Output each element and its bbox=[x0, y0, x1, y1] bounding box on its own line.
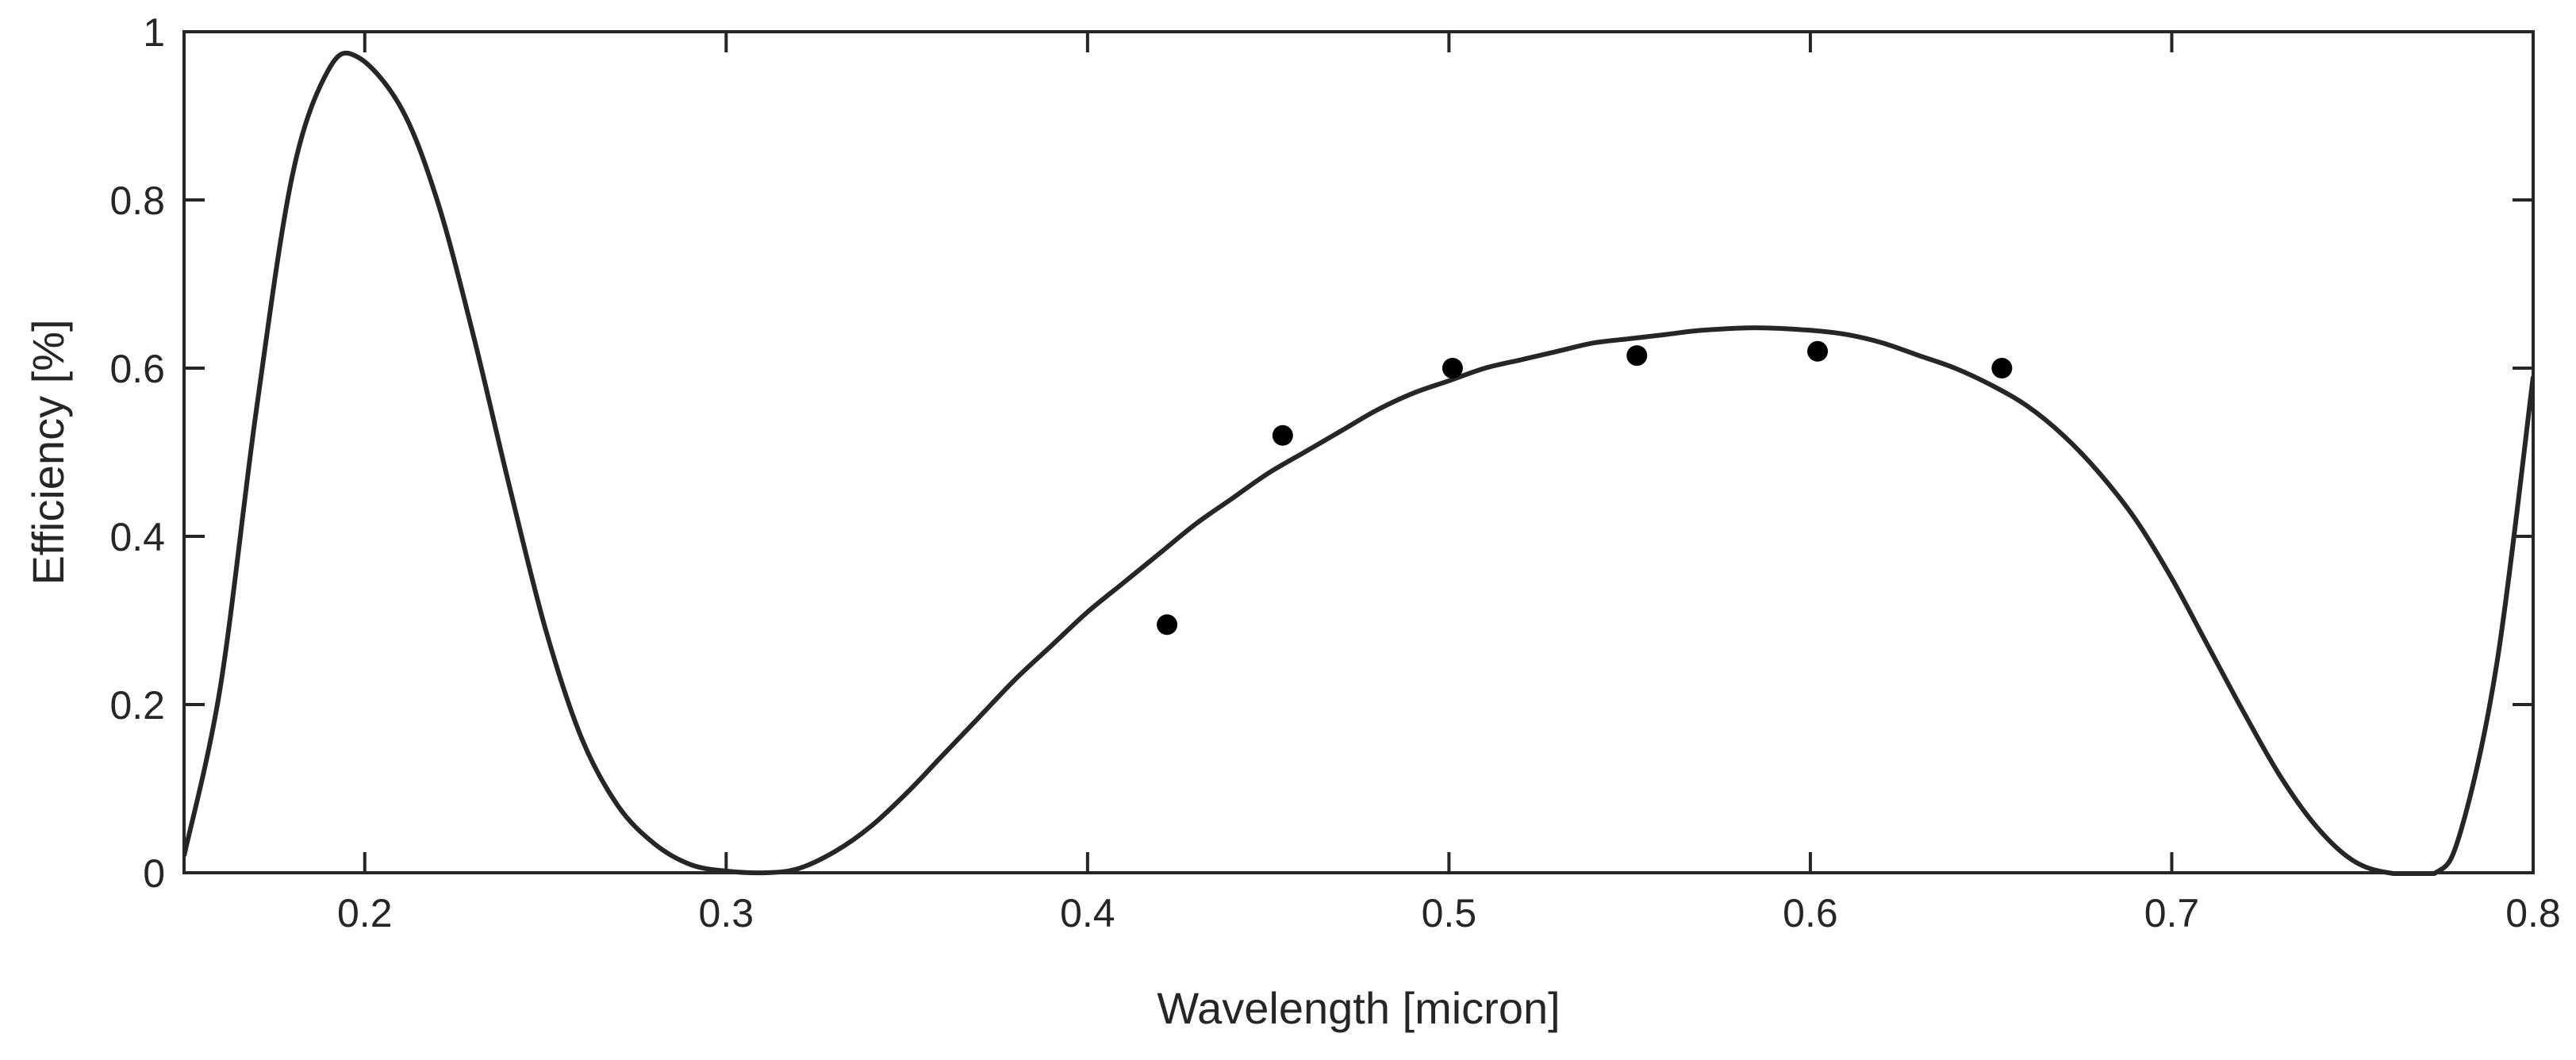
data-point bbox=[1442, 358, 1463, 378]
y-tick-label: 0.4 bbox=[109, 515, 165, 559]
y-tick-label: 0.8 bbox=[109, 179, 165, 223]
y-tick-label: 0 bbox=[143, 851, 165, 896]
x-tick-label: 0.7 bbox=[2144, 891, 2200, 935]
x-tick-label: 0.2 bbox=[337, 891, 393, 935]
y-tick-label: 1 bbox=[143, 10, 165, 55]
x-tick-label: 0.4 bbox=[1060, 891, 1115, 935]
y-axis-label: Efficiency [%] bbox=[23, 319, 73, 585]
x-tick-label: 0.5 bbox=[1422, 891, 1477, 935]
axes: 0.2 0.3 0.4 0.5 0.6 0.7 0.8 0 0.2 0.4 0.6 0.8 1 bbox=[109, 10, 2560, 935]
data-point bbox=[1626, 345, 1648, 367]
y-tick-label: 0.2 bbox=[109, 683, 165, 728]
data-point bbox=[1157, 614, 1178, 636]
data-point bbox=[1807, 340, 1829, 362]
data-point bbox=[1272, 424, 1293, 446]
series-line-model bbox=[184, 50, 2533, 876]
y-tick-label: 0.6 bbox=[109, 347, 165, 391]
plot-area bbox=[184, 50, 2533, 876]
x-tick-label: 0.3 bbox=[699, 891, 754, 935]
x-tick-label: 0.6 bbox=[1783, 891, 1838, 935]
x-tick-label: 0.8 bbox=[2505, 891, 2561, 935]
data-point bbox=[1991, 358, 2013, 378]
x-axis-label: Wavelength [micron] bbox=[1157, 983, 1560, 1033]
axes-box bbox=[182, 30, 2535, 874]
